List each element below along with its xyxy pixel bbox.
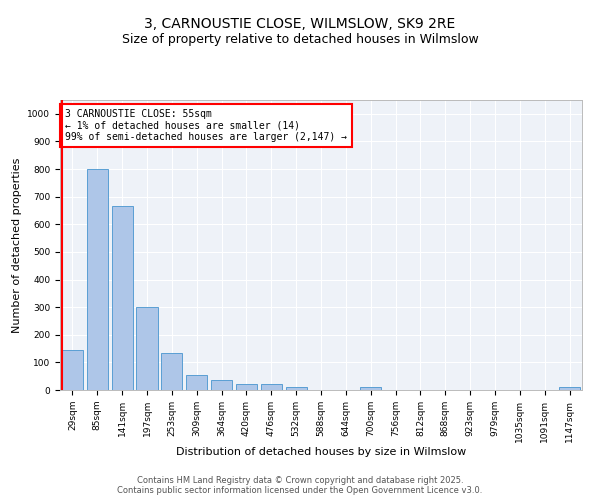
Bar bbox=[261, 384, 282, 390]
Text: 3 CARNOUSTIE CLOSE: 55sqm
← 1% of detached houses are smaller (14)
99% of semi-d: 3 CARNOUSTIE CLOSE: 55sqm ← 1% of detach… bbox=[65, 108, 347, 142]
Bar bbox=[136, 307, 158, 390]
Bar bbox=[286, 387, 307, 390]
X-axis label: Distribution of detached houses by size in Wilmslow: Distribution of detached houses by size … bbox=[176, 448, 466, 458]
Bar bbox=[87, 169, 108, 390]
Bar bbox=[211, 380, 232, 390]
Bar bbox=[112, 206, 133, 390]
Bar bbox=[360, 387, 381, 390]
Bar bbox=[236, 384, 257, 390]
Text: Contains HM Land Registry data © Crown copyright and database right 2025.
Contai: Contains HM Land Registry data © Crown c… bbox=[118, 476, 482, 495]
Text: Size of property relative to detached houses in Wilmslow: Size of property relative to detached ho… bbox=[122, 32, 478, 46]
Bar bbox=[161, 352, 182, 390]
Bar bbox=[559, 387, 580, 390]
Text: 3, CARNOUSTIE CLOSE, WILMSLOW, SK9 2RE: 3, CARNOUSTIE CLOSE, WILMSLOW, SK9 2RE bbox=[145, 18, 455, 32]
Bar bbox=[186, 375, 207, 390]
Bar bbox=[62, 350, 83, 390]
Y-axis label: Number of detached properties: Number of detached properties bbox=[12, 158, 22, 332]
